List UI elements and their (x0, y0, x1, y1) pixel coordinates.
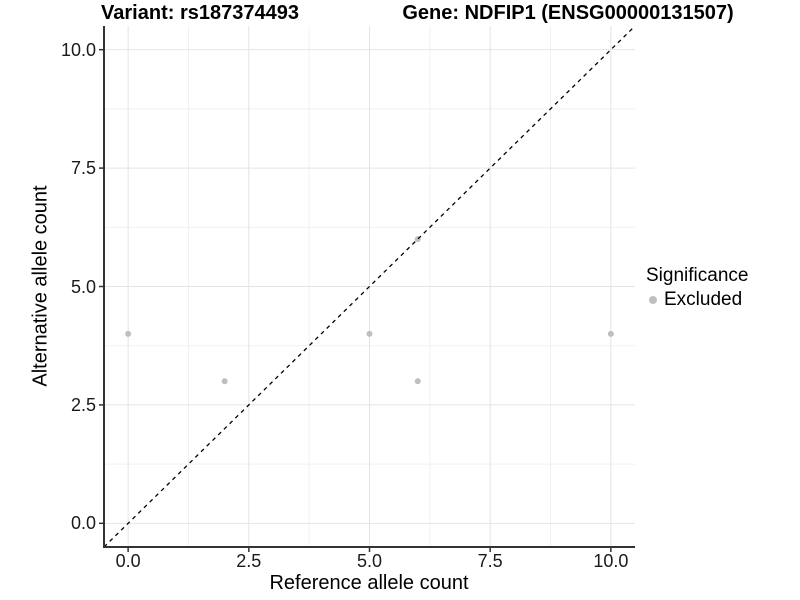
variant-title: Variant: rs187374493 (101, 2, 299, 24)
y-axis-title: Alternative allele count (29, 185, 52, 387)
data-point (366, 330, 373, 337)
x-axis-title: Reference allele count (269, 572, 469, 594)
x-tick-label: 7.5 (477, 551, 503, 571)
legend: Significance Excluded (646, 264, 748, 311)
data-point (221, 378, 228, 385)
identity-dashed-line (103, 25, 636, 548)
y-tick-label: 2.5 (70, 394, 96, 415)
x-tick-label: 5.0 (356, 551, 383, 571)
x-tick-label: 2.5 (236, 551, 262, 571)
legend-item-label: Excluded (664, 289, 743, 310)
legend-title: Significance (646, 265, 749, 286)
legend-item-excluded: Excluded (646, 289, 748, 311)
y-tick-label: 10.0 (60, 39, 96, 60)
gene-title: Gene: NDFIP1 (ENSG00000131507) (402, 2, 734, 24)
y-tick-label: 5.0 (70, 276, 96, 297)
excluded-point-icon (649, 296, 657, 304)
data-point (414, 378, 421, 385)
x-tick-label: 0.0 (115, 551, 141, 571)
data-point (607, 330, 614, 337)
y-tick-label: 0.0 (70, 513, 96, 534)
y-tick-label: 7.5 (70, 158, 96, 179)
data-point (125, 330, 132, 337)
x-tick-label: 10.0 (593, 551, 629, 571)
